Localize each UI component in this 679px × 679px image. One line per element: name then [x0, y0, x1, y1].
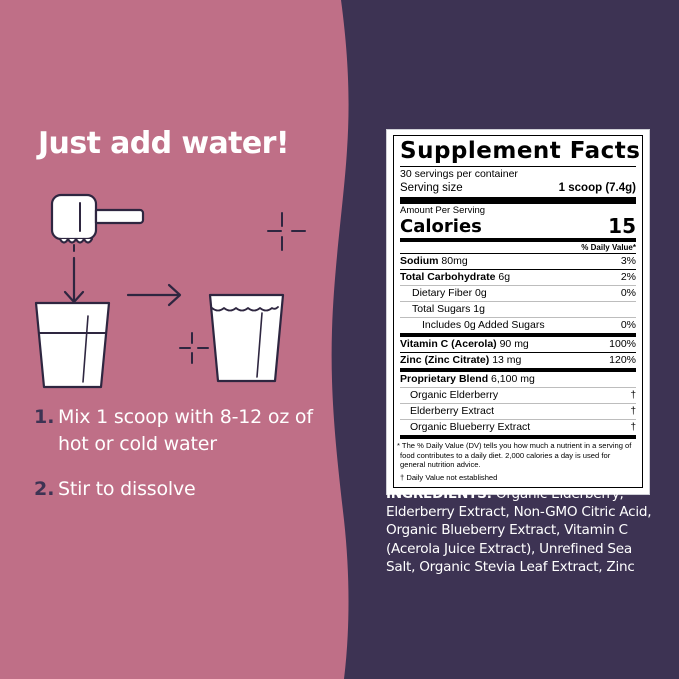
instructions-column: Just add water! [0, 126, 350, 521]
amount-per-serving-label: Amount Per Serving [400, 205, 486, 217]
blend-item-dv: † [630, 390, 636, 402]
nutrient-dv: 120% [609, 354, 636, 367]
step-text: Mix 1 scoop with 8-12 oz of hot or cold … [58, 406, 313, 455]
serving-size-label: Serving size [400, 182, 463, 195]
scoop-icon [50, 193, 145, 252]
nutrient-dv: 2% [620, 271, 636, 284]
page-title: Just add water! [38, 126, 290, 161]
calories-row: Calories 15 [400, 216, 636, 238]
nutrient-name: Includes 0g Added Sugars [422, 319, 545, 332]
mixing-illustration [0, 185, 350, 390]
nutrient-dv: 0% [620, 287, 636, 300]
nutrient-amount: 13 mg [492, 354, 522, 367]
nutrient-dv: 3% [620, 255, 636, 268]
table-row: Includes 0g Added Sugars 0% [400, 318, 636, 333]
nutrient-amount: 80mg [441, 255, 468, 268]
list-item: 1. Mix 1 scoop with 8-12 oz of hot or co… [34, 404, 334, 458]
ingredients-label: INGREDIENTS: [386, 486, 492, 502]
table-row: Zinc (Zinc Citrate) 13 mg 120% [400, 353, 636, 368]
blend-amount: 6,100 mg [491, 373, 535, 386]
glass-of-mixed-drink-icon [208, 293, 285, 383]
sparkle-icon [179, 332, 209, 364]
nutrient-amount: 0g [475, 287, 487, 300]
table-row: Elderberry Extract † [400, 404, 636, 419]
ingredients-text: INGREDIENTS: Organic Elderberry, Elderbe… [386, 485, 658, 576]
calories-label: Calories [400, 216, 482, 238]
blend-label: Proprietary Blend [400, 373, 489, 386]
nutrient-name: Total Carbohydrate [400, 271, 496, 284]
nutrient-name: Dietary Fiber [412, 287, 473, 300]
supplement-facts-title: Supplement Facts [400, 138, 641, 164]
arrow-right-icon [126, 283, 182, 307]
calories-value: 15 [608, 214, 636, 239]
footnote-daily-value: * The % Daily Value (DV) tells you how m… [397, 441, 632, 470]
table-row: Total Sugars 1g [400, 302, 636, 317]
blend-item-dv: † [630, 422, 636, 434]
table-row: Organic Blueberry Extract † [400, 420, 636, 435]
nutrient-name: Vitamin C (Acerola) [400, 338, 497, 351]
blend-item-name: Organic Blueberry Extract [410, 421, 531, 434]
serving-size-value: 1 scoop (7.4g) [558, 182, 636, 195]
blend-item-name: Organic Elderberry [410, 389, 499, 402]
table-row: Dietary Fiber 0g 0% [400, 286, 636, 301]
proprietary-blend-row: Proprietary Blend 6,100 mg [400, 372, 636, 387]
footnotes: * The % Daily Value (DV) tells you how m… [397, 439, 636, 483]
daily-value-header: % Daily Value* [581, 243, 636, 253]
arrow-down-icon [63, 256, 85, 304]
step-number: 2. [34, 478, 55, 500]
instruction-steps: 1. Mix 1 scoop with 8-12 oz of hot or co… [34, 404, 334, 521]
table-row: Sodium 80mg 3% [400, 254, 636, 269]
nutrient-amount: 90 mg [499, 338, 529, 351]
blend-item-name: Elderberry Extract [410, 405, 495, 418]
nutrient-name: Sodium [400, 255, 439, 268]
step-text: Stir to dissolve [58, 478, 196, 500]
supplement-facts-panel: Supplement Facts 30 servings per contain… [386, 129, 650, 495]
table-row: Vitamin C (Acerola) 90 mg 100% [400, 337, 636, 352]
pink-background-panel [0, 0, 349, 679]
serving-size-row: Serving size 1 scoop (7.4g) [400, 181, 636, 197]
glass-of-water-icon [34, 301, 111, 389]
footnote-dagger: † Daily Value not established [400, 473, 498, 483]
table-row: Total Carbohydrate 6g 2% [400, 270, 636, 285]
sparkle-icon [267, 212, 306, 251]
blend-item-dv: † [630, 406, 636, 418]
nutrient-name: Total Sugars [412, 303, 471, 316]
table-row: Organic Elderberry † [400, 388, 636, 403]
list-item: 2. Stir to dissolve [34, 476, 334, 503]
nutrient-name: Zinc (Zinc Citrate) [400, 354, 490, 367]
servings-per-container: 30 servings per container [400, 168, 518, 181]
nutrient-dv: 0% [620, 319, 636, 332]
step-number: 1. [34, 406, 55, 428]
nutrient-amount: 6g [498, 271, 511, 284]
nutrient-amount: 1g [473, 303, 485, 316]
ingredients-list: Organic Elderberry, Elderberry Extract, … [386, 486, 652, 575]
nutrient-dv: 100% [609, 338, 636, 351]
